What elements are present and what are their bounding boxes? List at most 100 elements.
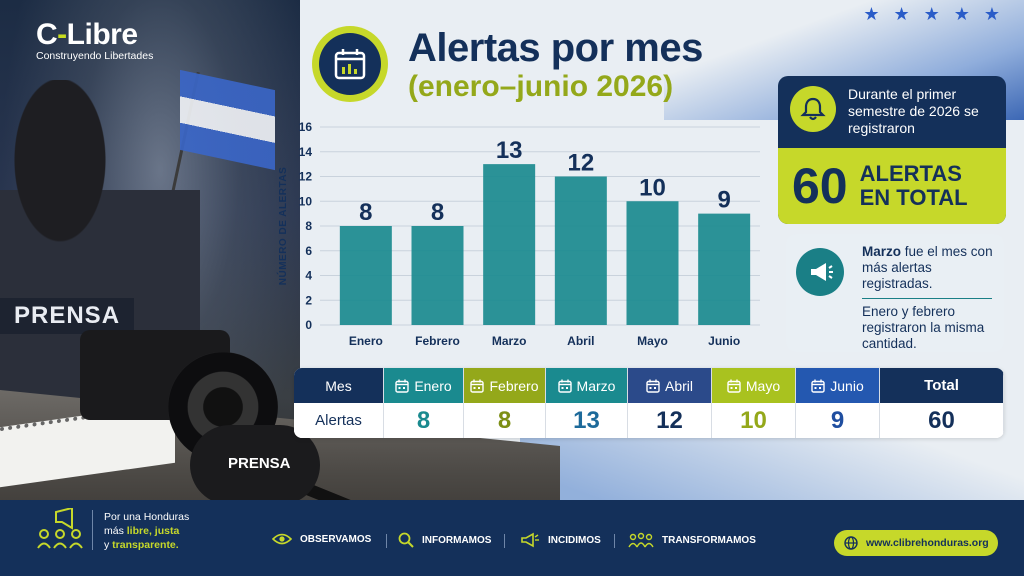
calendar-icon [395,379,410,393]
header-mes-label: Mes [325,377,352,394]
nav-incidimos[interactable]: INCIDIMOS [520,532,601,548]
nav-observamos[interactable]: OBSERVAMOS [272,532,371,546]
y-tick-label: 0 [305,318,312,332]
nav-informamos-label: INFORMAMOS [422,534,492,546]
table-header-month: Marzo [546,368,628,403]
y-axis-label: NÚMERO DE ALERTAS [276,167,289,286]
slogan-line3-a: y [104,539,113,551]
tie-text: Enero y febrero registraron la misma can… [862,304,985,351]
table-header-month: Junio [796,368,880,403]
vest-press-label: PRENSA [0,298,135,334]
x-tick-label: Mayo [637,334,668,348]
page-subtitle: (enero–junio 2026) [408,70,674,103]
x-tick-label: Febrero [415,334,460,348]
nav-informamos[interactable]: INFORMAMOS [398,532,491,548]
megaphone-icon [521,532,539,548]
y-tick-label: 10 [299,194,313,208]
footer: Por una Honduras más libre, justa y tran… [0,500,1024,576]
calendar-chart-icon [312,26,388,102]
table-header-mes: Mes [294,368,384,403]
peak-description: fue el mes con más alertas registradas. [862,244,993,291]
logo-dash: - [57,18,67,51]
logo-letter: C [36,18,58,51]
table-values-row: Alertas 8 8 13 12 10 9 60 [294,403,1004,438]
month-header-label: Junio [830,377,864,394]
table-header-month: Abril [628,368,712,403]
nav-divider [386,534,387,548]
table-header-month: Febrero [464,368,546,403]
table-value-cell: 12 [628,403,712,438]
microphone-image [190,425,320,505]
y-tick-label: 8 [305,219,312,233]
total-highlight: 60 ALERTAS EN TOTAL [778,148,1006,224]
header-total-label: Total [924,377,959,394]
calendar-icon [811,379,825,393]
bar-value-label: 8 [359,199,372,226]
x-tick-label: Abril [567,334,594,348]
month-header-label: Mayo [745,377,781,394]
peak-month-text: Marzo fue el mes con más alertas registr… [862,244,996,292]
table-header-month: Enero [384,368,464,403]
megaphone-icon [796,248,844,296]
calendar-icon [470,379,485,393]
month-header-label: Marzo [576,377,616,394]
table-value-cell: 8 [464,403,546,438]
logo-word: Libre [66,18,138,51]
month-header-label: Febrero [489,377,539,394]
page-title: Alertas por mes [408,26,703,70]
calendar-icon [557,379,572,393]
bar-chart: NÚMERO DE ALERTAS 0 2 4 6 8 10 12 14 16 8 Enero 8 Feb… [276,120,760,348]
y-tick-label: 14 [299,145,313,159]
website-button[interactable]: www.clibrehonduras.org [834,530,998,556]
total-unit-line2: EN TOTAL [859,185,968,210]
nav-divider [614,534,615,548]
x-tick-label: Marzo [492,334,527,348]
search-icon [398,532,414,548]
slogan-line3: y transparente. [104,538,189,552]
table-header-month: Mayo [712,368,796,403]
y-tick-label: 12 [299,170,313,184]
bar [483,164,536,325]
bar [411,226,464,325]
calendar-icon [646,379,660,393]
nav-transformamos-label: TRANSFORMAMOS [662,534,756,546]
website-url: www.clibrehonduras.org [866,537,989,549]
footer-slogan: Por una Honduras más libre, justa y tran… [104,510,189,552]
bar-value-label: 9 [717,187,730,214]
bar [626,201,679,325]
nav-transformamos[interactable]: TRANSFORMAMOS [628,532,756,548]
summary-intro: Durante el primer semestre de 2026 se re… [848,86,979,136]
total-value: 60 [792,158,848,214]
table-row-label: Alertas [294,403,384,438]
month-header-label: Abril [664,377,693,394]
y-tick-label: 6 [305,244,312,258]
table-value-cell: 10 [712,403,796,438]
bell-icon [790,86,836,132]
crowd-megaphone-icon [36,506,84,557]
people-icon [628,532,654,548]
x-tick-label: Enero [349,334,383,348]
calendar-icon [727,379,741,393]
insight-card: Marzo fue el mes con más alertas registr… [786,234,1004,352]
slogan-line1: Por una Honduras [104,511,190,523]
total-unit: ALERTAS EN TOTAL [860,162,968,210]
table-value-cell: 8 [384,403,464,438]
x-tick-label: Junio [708,334,740,348]
y-tick-label: 16 [299,120,313,134]
slogan-line2: más libre, justa [104,524,189,538]
bar [698,213,751,325]
peak-month: Marzo [862,244,902,259]
flag-stars-decoration: ★★★★★ [863,4,1014,24]
y-tick-label: 2 [305,293,312,307]
microphone-press-label: PRENSA [228,455,291,472]
bar [339,226,392,325]
table-total-value: 60 [880,403,1004,438]
nav-observamos-label: OBSERVAMOS [300,533,372,545]
slogan-line3-b: transparente. [112,539,179,551]
bar-value-label: 13 [496,137,523,164]
bar-value-label: 10 [639,174,666,201]
bar-value-label: 12 [567,150,594,177]
logo-wordmark: C-Libre [36,18,153,52]
month-header-label: Enero [414,377,452,394]
insight-divider [862,298,992,299]
